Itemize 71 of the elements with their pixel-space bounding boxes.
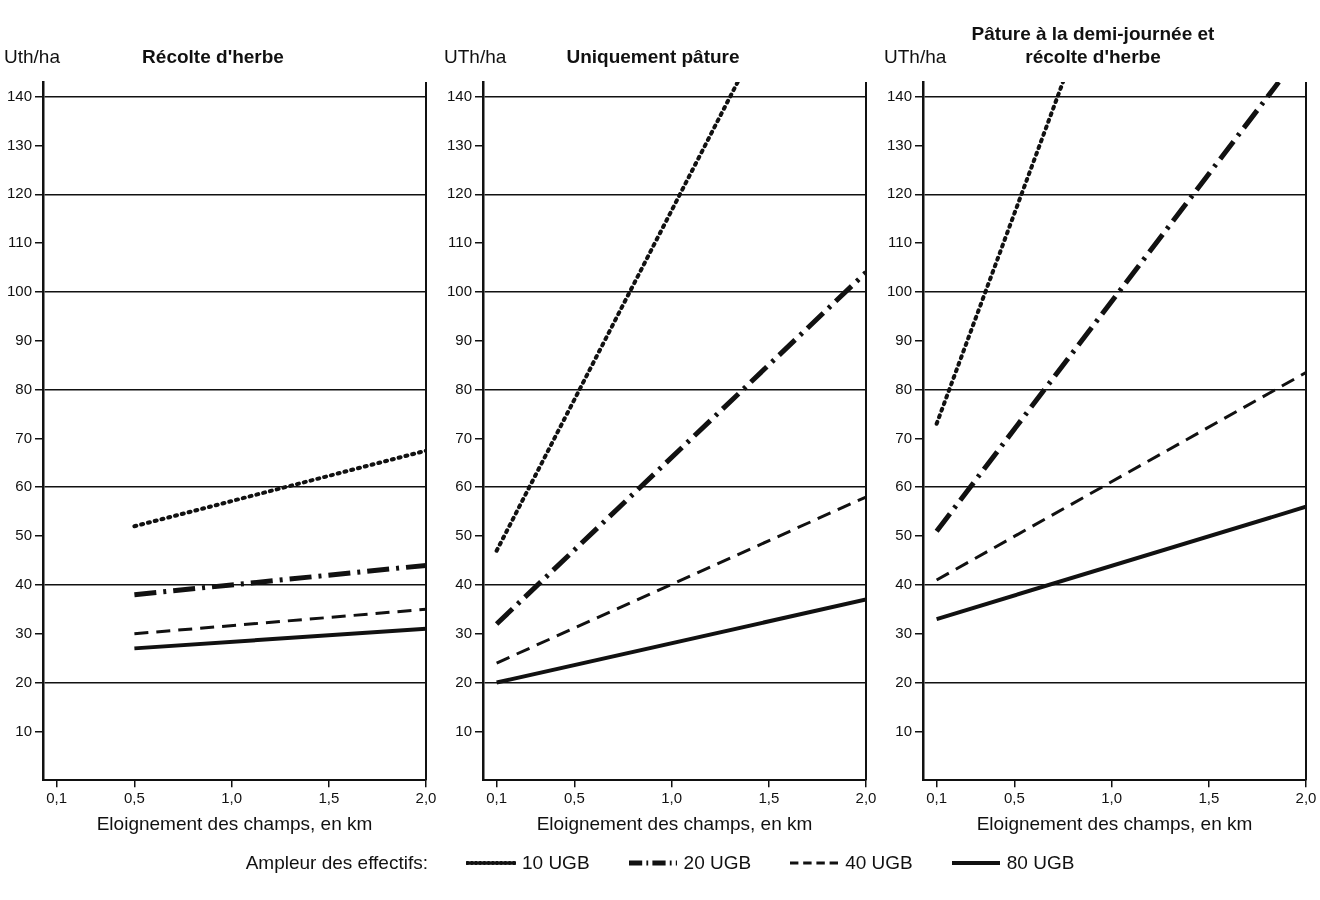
y-tick-label: 80 <box>895 379 913 397</box>
x-axis-title: Eloignement des champs, en km <box>976 812 1253 834</box>
y-tick-label: 70 <box>15 428 33 446</box>
legend-title: Ampleur des effectifs: <box>245 852 428 874</box>
y-tick-label: 110 <box>888 233 913 251</box>
y-tick-label: 50 <box>15 526 33 544</box>
chart-title: Uniquement pâture <box>565 45 741 68</box>
x-axis-title: Eloignement des champs, en km <box>536 812 813 834</box>
legend-label: 40 UGB <box>845 852 913 874</box>
legend-label: 80 UGB <box>1006 852 1075 874</box>
x-axis-title: Eloignement des champs, en km <box>96 812 373 834</box>
x-tick-label: 0,5 <box>1003 789 1025 807</box>
y-axis-title: Uth/ha <box>4 46 60 68</box>
y-tick-label: 130 <box>7 135 33 153</box>
y-tick-label: 50 <box>455 526 473 544</box>
x-tick-label: 2,0 <box>1295 789 1317 807</box>
x-tick-label: 1,5 <box>1198 789 1220 807</box>
y-tick-label: 140 <box>7 86 33 104</box>
y-tick-label: 30 <box>455 623 473 641</box>
y-tick-label: 80 <box>15 379 33 397</box>
y-tick-label: 90 <box>15 330 33 348</box>
y-tick-label: 120 <box>447 184 473 202</box>
y-tick-label: 100 <box>447 282 473 300</box>
y-tick-label: 60 <box>455 477 473 495</box>
x-tick-label: 2,0 <box>855 789 877 807</box>
y-tick-label: 130 <box>447 135 473 153</box>
x-tick-label: 1,0 <box>661 789 683 807</box>
x-tick-label: 1,0 <box>221 789 243 807</box>
x-tick-label: 0,5 <box>123 789 145 807</box>
y-tick-label: 90 <box>895 330 913 348</box>
x-tick-label: 1,5 <box>318 789 340 807</box>
y-tick-label: 50 <box>895 526 913 544</box>
y-tick-label: 10 <box>15 721 33 739</box>
y-tick-label: 120 <box>7 184 33 202</box>
y-tick-label: 70 <box>895 428 913 446</box>
y-tick-label: 30 <box>15 623 33 641</box>
y-tick-label: 100 <box>7 282 33 300</box>
chart-title: Pâture à la demi-journée et récolte d'herbe <box>970 22 1216 68</box>
y-tick-label: 40 <box>15 575 33 593</box>
y-tick-label: 30 <box>895 623 913 641</box>
x-tick-label: 1,5 <box>758 789 780 807</box>
y-tick-label: 60 <box>895 477 913 495</box>
y-tick-label: 140 <box>447 86 473 104</box>
y-tick-label: 90 <box>455 330 473 348</box>
x-tick-label: 0,1 <box>46 789 68 807</box>
y-tick-label: 100 <box>887 282 913 300</box>
y-tick-label: 70 <box>455 428 473 446</box>
y-tick-label: 140 <box>887 86 913 104</box>
y-tick-label: 110 <box>8 233 33 251</box>
x-tick-label: 0,1 <box>926 789 948 807</box>
y-axis-title: UTh/ha <box>444 46 507 68</box>
y-tick-label: 40 <box>455 575 473 593</box>
y-tick-label: 20 <box>15 672 33 690</box>
legend-label: 10 UGB <box>521 852 590 874</box>
y-tick-label: 130 <box>887 135 913 153</box>
y-tick-label: 110 <box>448 233 473 251</box>
x-tick-label: 1,0 <box>1101 789 1123 807</box>
y-tick-label: 120 <box>887 184 913 202</box>
chart-title: Récolte d'herbe <box>141 45 285 68</box>
y-tick-label: 20 <box>455 672 473 690</box>
y-tick-label: 20 <box>895 672 913 690</box>
legend-label: 20 UGB <box>683 852 752 874</box>
x-tick-label: 0,5 <box>563 789 585 807</box>
y-tick-label: 10 <box>455 721 473 739</box>
y-tick-label: 60 <box>15 477 33 495</box>
y-tick-label: 10 <box>895 721 913 739</box>
x-tick-label: 0,1 <box>486 789 508 807</box>
x-tick-label: 2,0 <box>415 789 437 807</box>
y-axis-title: UTh/ha <box>884 46 947 68</box>
y-tick-label: 40 <box>895 575 913 593</box>
y-tick-label: 80 <box>455 379 473 397</box>
